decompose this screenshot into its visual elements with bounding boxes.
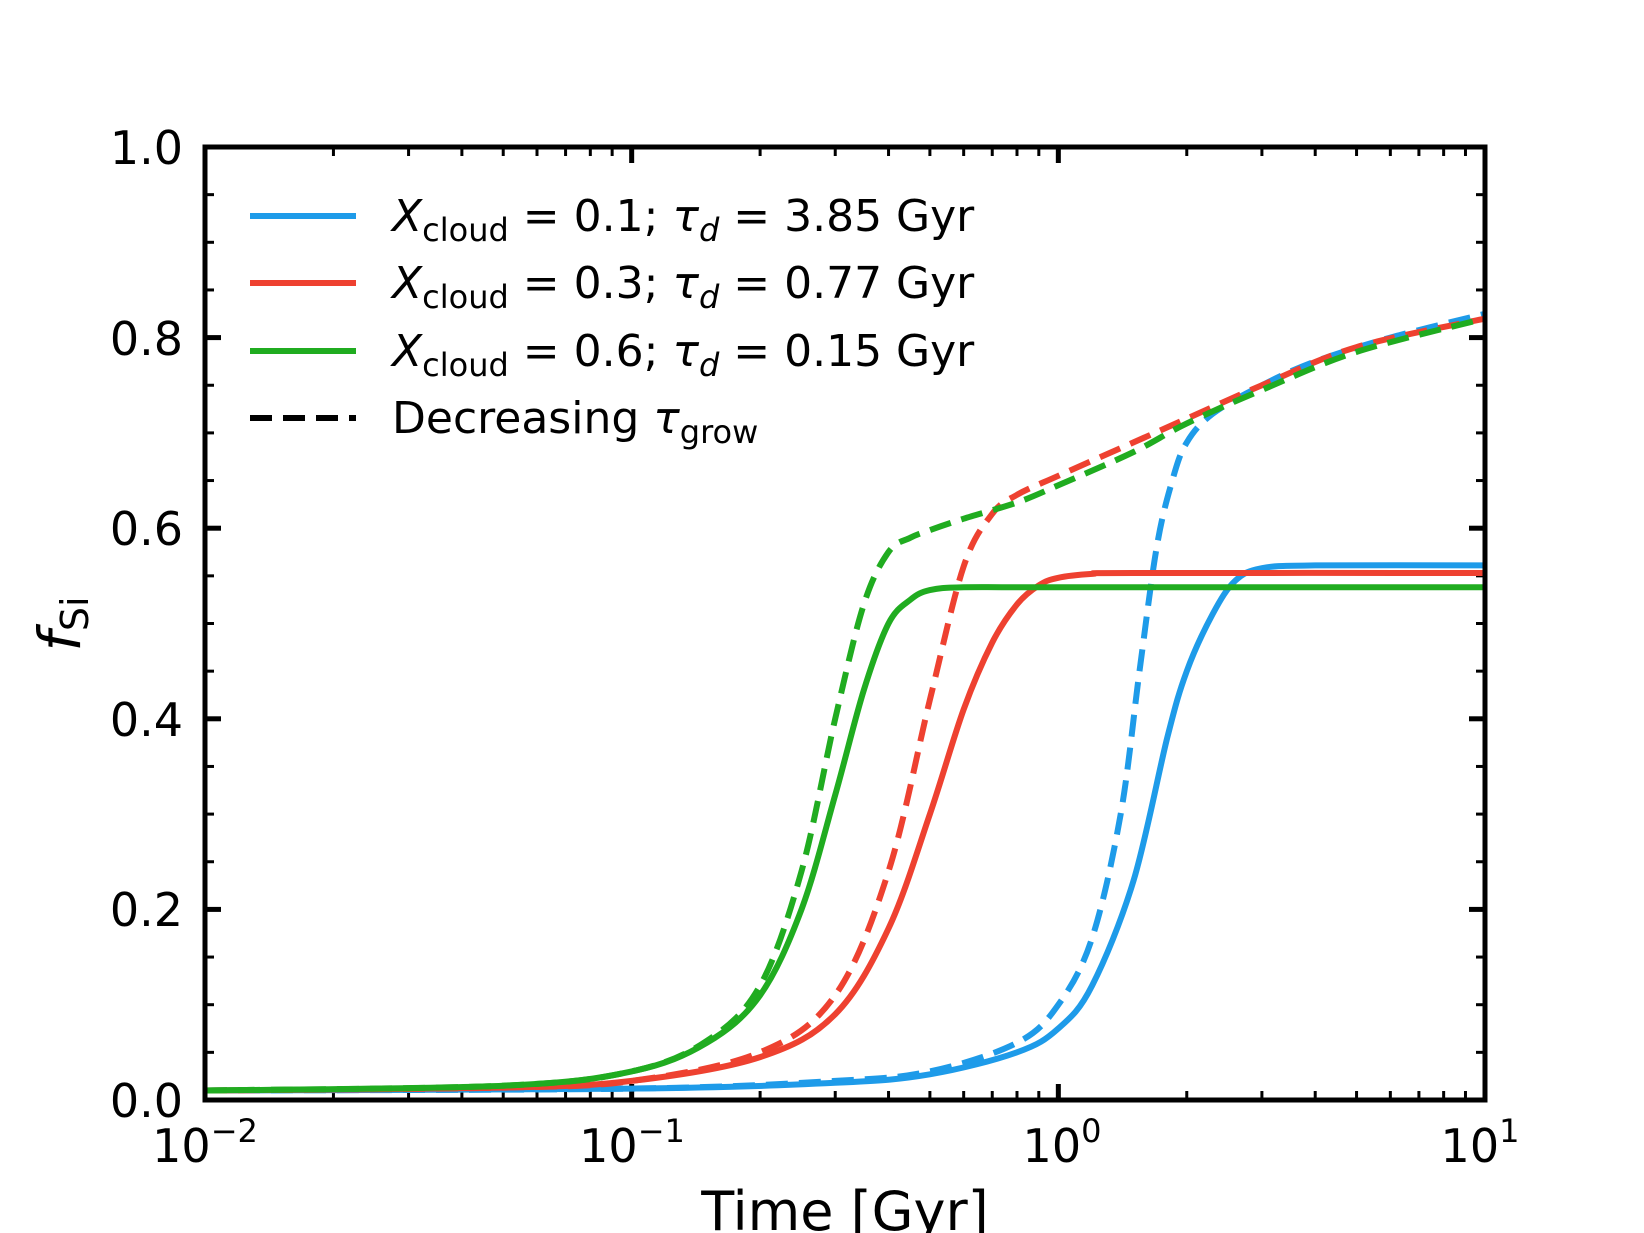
- legend-tau-symbol: τ: [653, 393, 680, 444]
- y-tick-label: 0.6: [110, 502, 183, 556]
- x-tick-base: 10: [1441, 1119, 1500, 1173]
- legend-x-symbol: X: [390, 258, 423, 309]
- legend-label-green: Xcloud = 0.6; τd = 0.15 Gyr: [390, 326, 975, 384]
- legend-tau-symbol: τ: [672, 258, 699, 309]
- x-tick-base: 10: [579, 1119, 638, 1173]
- legend-x-subscript: cloud: [422, 346, 509, 384]
- y-tick-label: 0.2: [110, 883, 183, 937]
- series-line: [205, 315, 1485, 1094]
- legend-x-symbol: X: [390, 191, 423, 242]
- legend-label-red: Xcloud = 0.3; τd = 0.77 Gyr: [390, 258, 975, 316]
- y-axis-title-sub: Si: [53, 596, 97, 631]
- series-line: [205, 584, 1485, 1094]
- legend-tau-symbol: τ: [672, 191, 699, 242]
- x-tick-labels: 10−2 10−1 100 101: [152, 1112, 1519, 1173]
- series-line: [205, 315, 1485, 1094]
- legend-x-subscript: cloud: [422, 278, 509, 316]
- legend-value: = 0.1;: [509, 191, 673, 242]
- x-axis-title: Time [Gyr]: [700, 1180, 988, 1233]
- plot-frame: [202, 144, 1488, 1103]
- x-tick-exponent: 0: [1081, 1112, 1101, 1150]
- y-tick-label: 0.4: [110, 693, 183, 747]
- x-tick-exponent: 1: [1499, 1112, 1519, 1150]
- legend-tau-subscript: d: [699, 346, 720, 384]
- legend-tau-symbol: τ: [672, 326, 699, 377]
- legend-tau-subscript: grow: [680, 413, 759, 451]
- series-layer: [205, 310, 1485, 1094]
- y-tick-labels: 0.0 0.2 0.4 0.6 0.8 1.0: [110, 121, 183, 1128]
- legend-dashed-text: Decreasing: [392, 393, 653, 444]
- legend-tau-value: = 3.85 Gyr: [719, 191, 975, 242]
- legend-label-blue: Xcloud = 0.1; τd = 3.85 Gyr: [390, 191, 975, 249]
- y-tick-label: 0.8: [110, 312, 183, 366]
- y-tick-label: 0.0: [110, 1074, 183, 1128]
- legend-x-symbol: X: [390, 326, 423, 377]
- legend-value: = 0.3;: [509, 258, 673, 309]
- legend-tau-value: = 0.77 Gyr: [719, 258, 975, 309]
- legend-value: = 0.6;: [509, 326, 673, 377]
- x-tick-exponent: −2: [211, 1112, 258, 1150]
- x-tick-label: 101: [1441, 1112, 1520, 1173]
- x-tick-base: 10: [152, 1119, 211, 1173]
- y-tick-label: 1.0: [110, 121, 183, 175]
- x-tick-label: 10−1: [579, 1112, 685, 1173]
- x-tick-exponent: −1: [638, 1112, 685, 1150]
- legend-tau-value: = 0.15 Gyr: [719, 326, 975, 377]
- x-tick-label: 100: [1023, 1112, 1102, 1173]
- legend: Xcloud = 0.1; τd = 3.85 Gyr Xcloud = 0.3…: [250, 191, 975, 451]
- legend-label-dashed: Decreasing τgrow: [392, 393, 758, 451]
- legend-tau-subscript: d: [699, 278, 720, 316]
- legend-tau-subscript: d: [699, 211, 720, 249]
- x-tick-label: 10−2: [152, 1112, 258, 1173]
- x-tick-base: 10: [1023, 1119, 1082, 1173]
- legend-x-subscript: cloud: [422, 211, 509, 249]
